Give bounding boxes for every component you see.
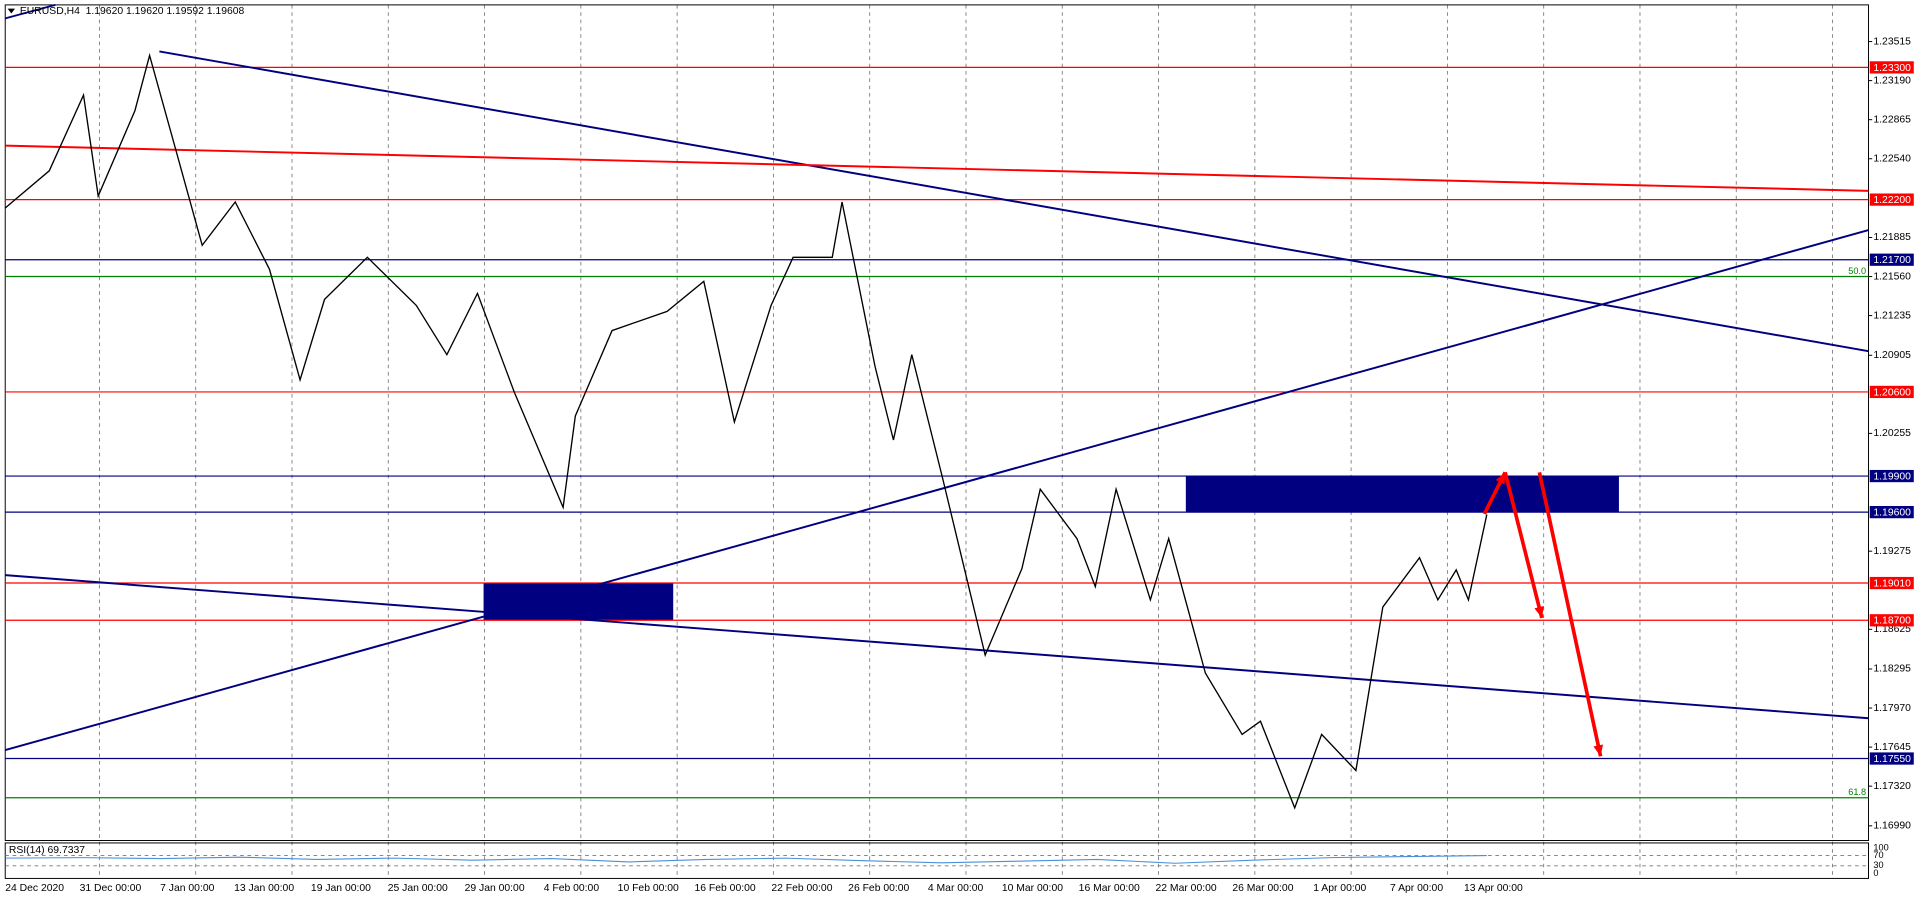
price-line <box>4 52 1488 810</box>
trendline <box>5 574 1869 720</box>
x-tick-label: 16 Mar 00:00 <box>1079 883 1140 894</box>
plot-frame <box>4 4 1870 841</box>
rsi-tick-label: 70 <box>1873 850 1883 860</box>
x-tick-label: 7 Apr 00:00 <box>1390 883 1443 894</box>
fib-label: 61.8 <box>1848 787 1866 797</box>
y-tick-label: 1.22865 <box>1873 114 1911 125</box>
x-tick-label: 16 Feb 00:00 <box>695 883 756 894</box>
rsi-tick-label: 30 <box>1873 860 1883 870</box>
x-tick-label: 13 Jan 00:00 <box>234 883 294 894</box>
x-tick-label: 22 Mar 00:00 <box>1156 883 1217 894</box>
x-tick-label: 13 Apr 00:00 <box>1464 883 1523 894</box>
arrow-head <box>1495 472 1506 485</box>
x-tick-label: 10 Mar 00:00 <box>1002 883 1063 894</box>
trendline <box>159 50 1869 353</box>
level-label: 1.20600 <box>1873 387 1911 398</box>
level-tag <box>1869 193 1914 206</box>
level-tag <box>1869 385 1914 399</box>
level-label: 1.22200 <box>1873 195 1911 206</box>
y-tick-label: 1.18295 <box>1873 664 1911 675</box>
level-tag <box>1869 614 1914 627</box>
y-tick-label: 1.21560 <box>1873 271 1911 282</box>
menu-icon[interactable] <box>7 8 16 14</box>
y-tick-label: 1.22540 <box>1873 153 1911 164</box>
level-tag <box>1869 506 1914 519</box>
trendline-stub <box>4 4 56 20</box>
rsi-frame <box>4 842 1870 879</box>
x-tick-label: 7 Jan 00:00 <box>160 883 214 894</box>
x-tick-label: 22 Feb 00:00 <box>771 883 832 894</box>
x-tick-label: 25 Jan 00:00 <box>388 883 448 894</box>
x-tick-label: 31 Dec 00:00 <box>80 883 142 894</box>
level-tag <box>1869 752 1914 765</box>
x-tick-label: 26 Feb 00:00 <box>848 883 909 894</box>
level-label: 1.18700 <box>1873 616 1911 627</box>
rsi-tick-label: 100 <box>1873 842 1888 852</box>
y-tick-label: 1.17645 <box>1873 742 1911 753</box>
trendline <box>4 229 1869 752</box>
y-tick-label: 1.21235 <box>1873 310 1911 321</box>
level-tag <box>1869 61 1914 74</box>
y-tick-label: 1.20255 <box>1873 428 1911 439</box>
arrow-head <box>1593 744 1604 757</box>
arrow <box>1537 471 1603 757</box>
zone <box>1185 476 1619 513</box>
x-tick-label: 29 Jan 00:00 <box>465 883 525 894</box>
level-label: 1.19900 <box>1873 471 1911 482</box>
y-tick-label: 1.17320 <box>1873 781 1911 792</box>
level-tag <box>1869 253 1914 266</box>
separators <box>98 4 1833 879</box>
rsi-label: RSI(14) 69.7337 <box>9 845 85 856</box>
level-label: 1.17550 <box>1873 754 1911 765</box>
y-tick-label: 1.23515 <box>1873 36 1911 47</box>
y-tick-label: 1.21885 <box>1873 232 1911 243</box>
x-tick-label: 1 Apr 00:00 <box>1313 883 1366 894</box>
y-tick-label: 1.18625 <box>1873 624 1911 635</box>
trendline <box>5 144 1869 192</box>
x-tick-label: 24 Dec 2020 <box>5 883 64 894</box>
level-tag <box>1869 576 1914 590</box>
y-tick-label: 1.16990 <box>1873 821 1911 832</box>
y-tick-label: 1.23190 <box>1873 75 1911 86</box>
symbol-header: EURUSD,H4 1.19620 1.19620 1.19592 1.1960… <box>20 6 245 17</box>
x-tick-label: 10 Feb 00:00 <box>618 883 679 894</box>
fib-label: 50.0 <box>1848 266 1866 276</box>
y-tick-label: 1.20905 <box>1873 350 1911 361</box>
arrow-head <box>1534 606 1544 618</box>
rsi-line <box>5 854 1487 864</box>
level-label: 1.19600 <box>1873 507 1911 518</box>
level-tag <box>1869 469 1914 483</box>
level-label: 1.23300 <box>1873 63 1911 74</box>
level-label: 1.21700 <box>1873 255 1911 266</box>
rsi-tick-label: 0 <box>1873 868 1878 878</box>
level-label: 1.19010 <box>1873 578 1911 589</box>
x-tick-label: 26 Mar 00:00 <box>1232 883 1293 894</box>
x-tick-label: 4 Feb 00:00 <box>544 883 600 894</box>
x-tick-label: 19 Jan 00:00 <box>311 883 371 894</box>
y-tick-label: 1.19275 <box>1873 546 1911 557</box>
x-tick-label: 4 Mar 00:00 <box>928 883 984 894</box>
y-tick-label: 1.17970 <box>1873 703 1911 714</box>
arrow <box>1503 471 1544 619</box>
